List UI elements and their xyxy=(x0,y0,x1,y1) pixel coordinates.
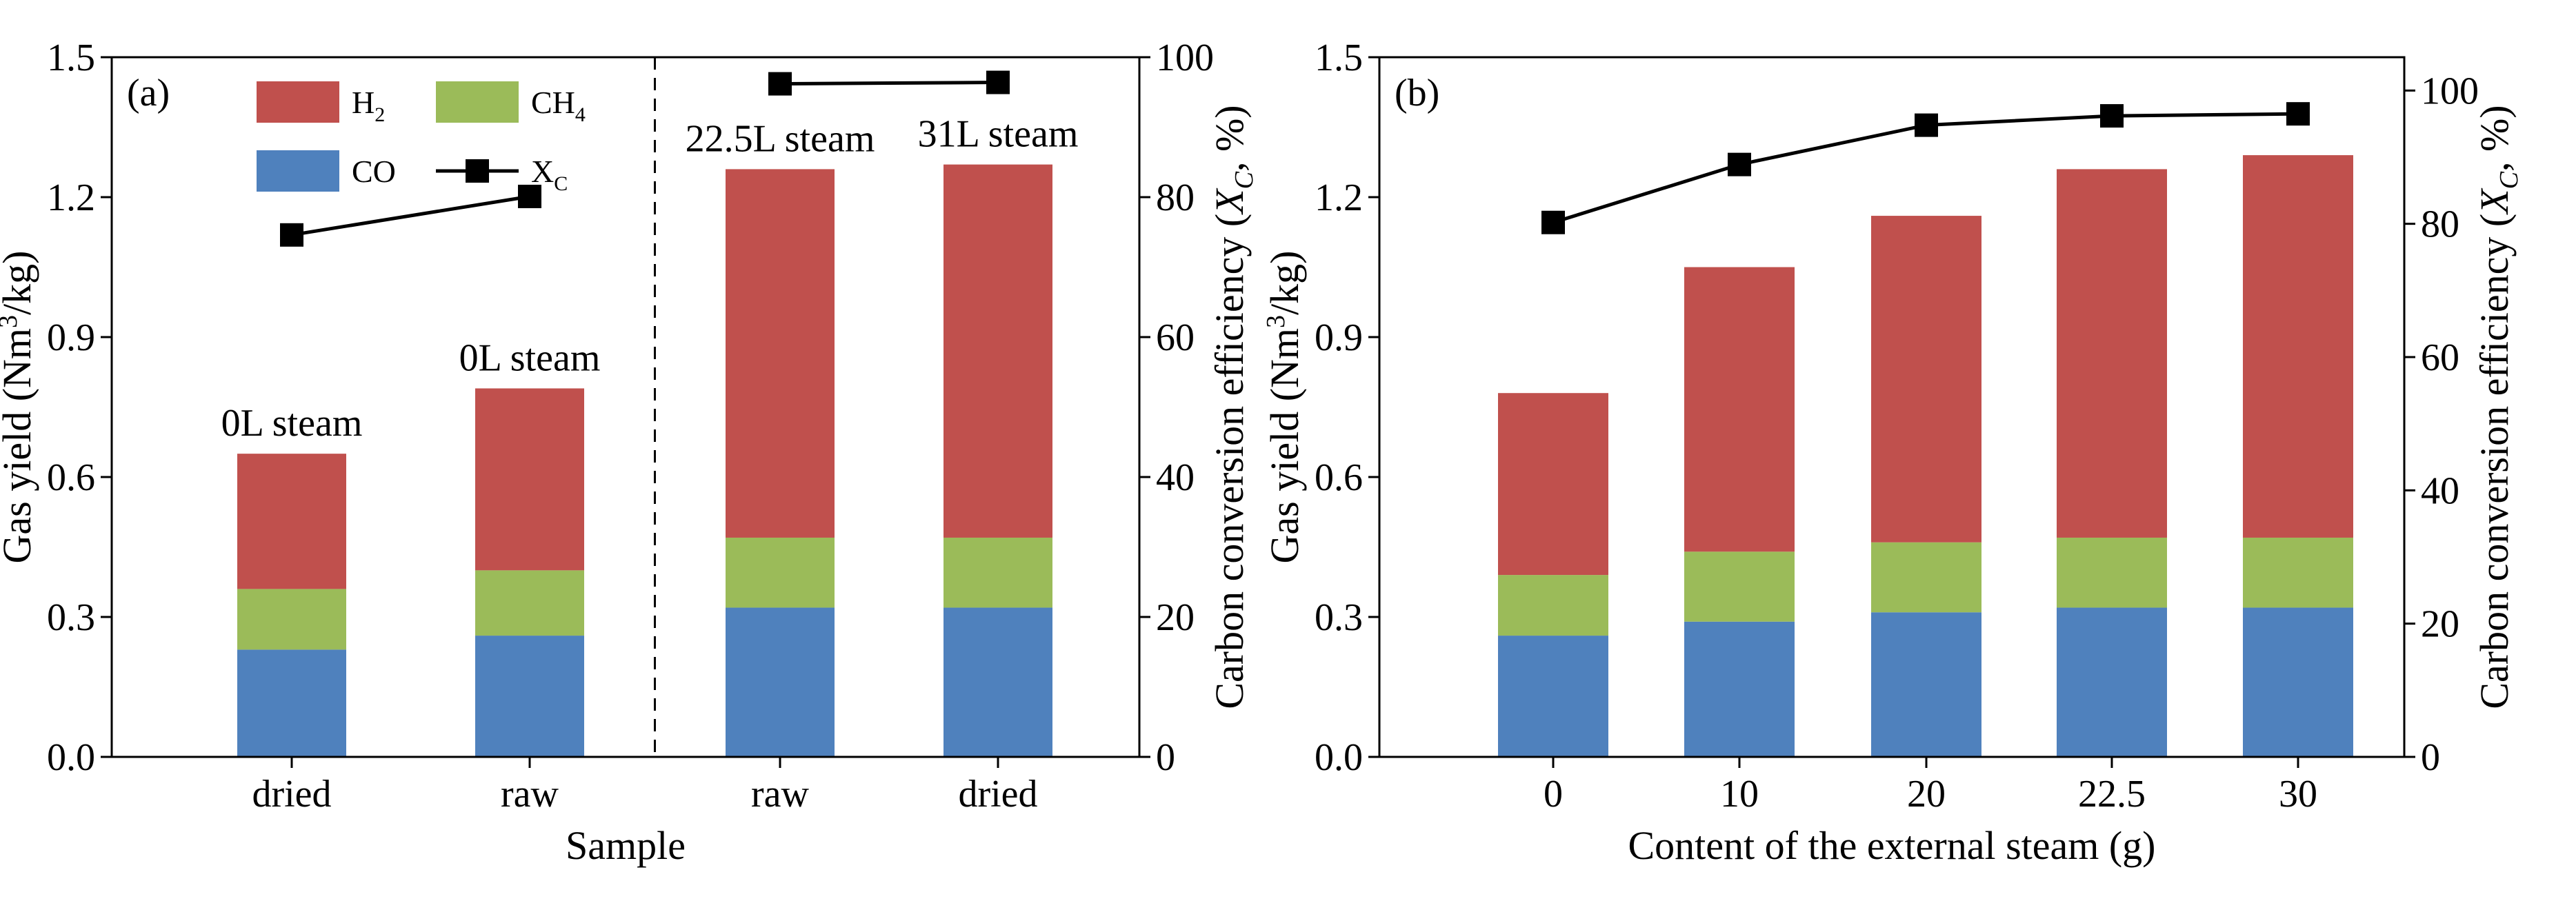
y-tick-label: 1.5 xyxy=(47,37,95,79)
y2-axis-title: Carbon conversion efficiency (XC, %) xyxy=(1207,105,1259,709)
xc-point-1 xyxy=(518,184,541,208)
legend-swatch-ch4 xyxy=(436,81,519,123)
y-axis-title: Gas yield (Nm3/kg) xyxy=(1261,251,1307,564)
y-tick-label: 0.9 xyxy=(1315,316,1363,359)
xc-point-3 xyxy=(986,70,1010,94)
y-tick-label: 0.3 xyxy=(47,596,95,639)
y-tick-label: 0.0 xyxy=(1315,736,1363,779)
bar-h2-0 xyxy=(237,454,346,589)
chart-panel-b: 0.0 0.3 0.6 0.9 1.2 1.5 0 20 40 60 80 100 0 10 20 22.5 3… xyxy=(1261,37,2524,868)
y2-axis-title: Carbon conversion efficiency (XC, %) xyxy=(2472,105,2524,709)
y-tick-label: 0.0 xyxy=(47,736,95,779)
bar-ch4-0 xyxy=(237,589,346,650)
x-axis-title: Content of the external steam (g) xyxy=(1628,823,2155,868)
bar-co-3 xyxy=(943,607,1052,757)
legend-label-co: CO xyxy=(352,154,396,189)
x-tick-label: 20 xyxy=(1907,773,1946,815)
y-tick-label: 0.3 xyxy=(1315,596,1363,639)
legend: H2 CH4 CO XC xyxy=(257,81,586,195)
bar-ch4-3 xyxy=(943,537,1052,608)
y2-tick-label: 80 xyxy=(1156,176,1195,219)
bar-h2-0 xyxy=(1498,393,1608,576)
bar-co-2 xyxy=(726,607,835,757)
y2-tick-label: 100 xyxy=(2421,70,2479,112)
bar-h2-4 xyxy=(2243,155,2353,538)
bar-co-2 xyxy=(1871,612,1981,757)
y2-tick-label: 60 xyxy=(1156,316,1195,359)
bar-co-0 xyxy=(1498,636,1608,757)
legend-label-ch4: CH4 xyxy=(531,85,586,126)
legend-swatch-h2 xyxy=(257,81,339,123)
y2-tick-label: 80 xyxy=(2421,203,2459,246)
x-tick-label: 10 xyxy=(1720,773,1759,815)
plot-frame xyxy=(1378,56,2406,758)
bar-h2-2 xyxy=(726,169,835,538)
bar-ch4-1 xyxy=(475,570,584,636)
bar-h2-2 xyxy=(1871,216,1981,543)
xc-point-4 xyxy=(2286,102,2310,126)
bar-group-label: 0L steam xyxy=(459,336,601,379)
y2-tick-label: 0 xyxy=(1156,736,1175,779)
y-tick-label: 0.6 xyxy=(47,456,95,499)
bar-co-1 xyxy=(1684,621,1795,757)
bar-h2-3 xyxy=(943,164,1052,538)
bar-h2-1 xyxy=(1684,267,1795,552)
x-tick-label: 22.5 xyxy=(2078,773,2146,815)
y2-tick-label: 60 xyxy=(2421,336,2459,379)
xc-line-segment-0 xyxy=(291,194,530,237)
bar-ch4-2 xyxy=(1871,542,1981,613)
legend-marker-xc xyxy=(466,159,489,183)
bar-ch4-4 xyxy=(2243,537,2353,608)
y2-tick-label: 20 xyxy=(2421,603,2459,646)
y2-tick-label: 20 xyxy=(1156,596,1195,639)
panel-tag: (b) xyxy=(1395,72,1439,114)
xc-point-2 xyxy=(1915,113,1938,137)
bar-co-3 xyxy=(2057,607,2167,757)
bar-co-4 xyxy=(2243,607,2353,757)
xc-point-1 xyxy=(1728,152,1751,176)
legend-swatch-co xyxy=(257,150,339,192)
x-tick-label: raw xyxy=(751,773,810,815)
bar-ch4-1 xyxy=(1684,551,1795,622)
xc-point-0 xyxy=(280,223,303,247)
x-tick-label: dried xyxy=(252,773,331,815)
bar-group-label: 0L steam xyxy=(221,402,363,445)
bar-ch4-3 xyxy=(2057,537,2167,608)
chart-panel-a: 0.0 0.3 0.6 0.9 1.2 1.5 0 20 40 60 80 100 dried raw ra… xyxy=(0,37,1259,868)
x-tick-label: 30 xyxy=(2279,773,2317,815)
bar-h2-1 xyxy=(475,388,584,571)
y2-tick-label: 100 xyxy=(1156,37,1214,79)
y-tick-label: 0.6 xyxy=(1315,456,1363,499)
bar-co-1 xyxy=(475,636,584,757)
bar-group-label: 22.5L steam xyxy=(686,117,875,160)
x-tick-label: dried xyxy=(958,773,1037,815)
bar-group-label: 31L steam xyxy=(918,113,1079,156)
xc-point-3 xyxy=(2100,104,2124,128)
legend-label-xc: XC xyxy=(531,154,568,195)
y-axis-title: Gas yield (Nm3/kg) xyxy=(0,251,39,564)
bar-ch4-0 xyxy=(1498,575,1608,636)
x-axis-title: Sample xyxy=(566,823,686,868)
bar-ch4-2 xyxy=(726,537,835,608)
x-tick-label: raw xyxy=(501,773,559,815)
xc-point-2 xyxy=(768,72,792,96)
y-tick-label: 1.5 xyxy=(1315,37,1363,79)
bar-h2-3 xyxy=(2057,169,2167,538)
xc-point-0 xyxy=(1541,210,1565,234)
y2-tick-label: 0 xyxy=(2421,736,2440,779)
xc-line-segment-1 xyxy=(779,81,999,86)
y-tick-label: 1.2 xyxy=(1315,176,1363,219)
legend-label-h2: H2 xyxy=(352,85,385,126)
y-tick-label: 1.2 xyxy=(47,176,95,219)
plot-frame xyxy=(110,56,1141,758)
x-tick-label: 0 xyxy=(1544,773,1563,815)
panel-tag: (a) xyxy=(127,72,170,114)
y2-tick-label: 40 xyxy=(2421,469,2459,512)
bar-co-0 xyxy=(237,649,346,757)
y-tick-label: 0.9 xyxy=(47,316,95,359)
y2-tick-label: 40 xyxy=(1156,456,1195,499)
